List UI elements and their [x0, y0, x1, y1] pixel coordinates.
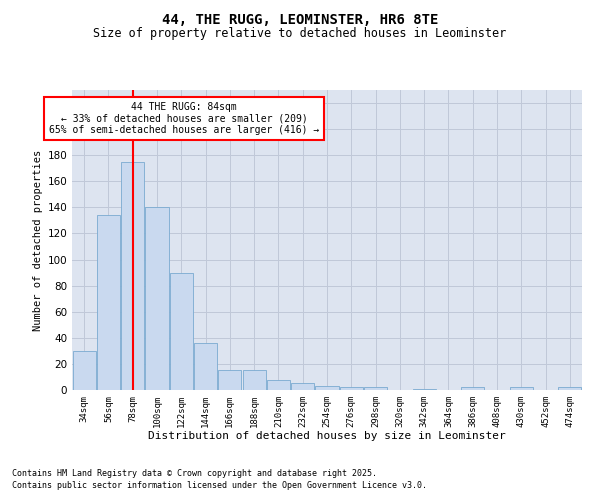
Bar [73, 351, 95, 390]
X-axis label: Distribution of detached houses by size in Leominster: Distribution of detached houses by size … [148, 432, 506, 442]
Bar [340, 388, 363, 390]
Bar [316, 386, 338, 390]
Bar [170, 272, 193, 390]
Bar [242, 370, 266, 390]
Bar [413, 388, 436, 390]
Bar [364, 388, 387, 390]
Bar [145, 208, 169, 390]
Bar [461, 388, 484, 390]
Bar [97, 215, 120, 390]
Bar [121, 162, 144, 390]
Bar [510, 388, 533, 390]
Text: Size of property relative to detached houses in Leominster: Size of property relative to detached ho… [94, 28, 506, 40]
Bar [559, 388, 581, 390]
Bar [267, 380, 290, 390]
Text: 44 THE RUGG: 84sqm
← 33% of detached houses are smaller (209)
65% of semi-detach: 44 THE RUGG: 84sqm ← 33% of detached hou… [49, 102, 319, 135]
Text: Contains HM Land Registry data © Crown copyright and database right 2025.: Contains HM Land Registry data © Crown c… [12, 468, 377, 477]
Bar [218, 370, 241, 390]
Bar [194, 343, 217, 390]
Bar [291, 384, 314, 390]
Y-axis label: Number of detached properties: Number of detached properties [33, 150, 43, 330]
Text: 44, THE RUGG, LEOMINSTER, HR6 8TE: 44, THE RUGG, LEOMINSTER, HR6 8TE [162, 12, 438, 26]
Text: Contains public sector information licensed under the Open Government Licence v3: Contains public sector information licen… [12, 481, 427, 490]
